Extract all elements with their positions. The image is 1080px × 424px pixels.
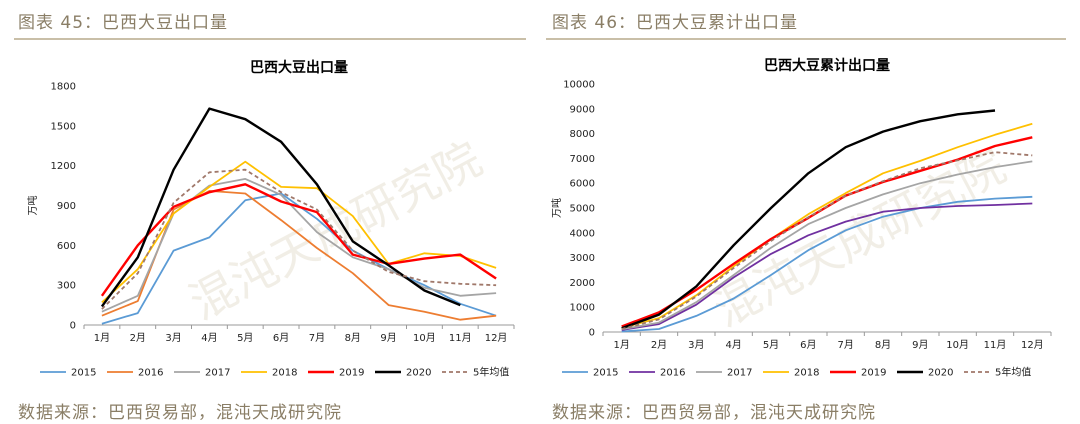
- chart-title: 巴西大豆累计出口量: [764, 57, 890, 74]
- x-tick-label: 12月: [1021, 339, 1044, 351]
- y-tick-label: 10000: [563, 80, 595, 91]
- y-axis-label: 万吨: [26, 196, 39, 216]
- right-chart-panel: 混沌天成研究院 巴西大豆累计出口量万吨 0 1000 2000 3000 4000 5000 6…: [546, 42, 1066, 392]
- left-chart-panel: 混沌天成研究院 巴西大豆出口量 万吨 0 300 600 900 1200 1500 1800 1月…: [14, 42, 526, 392]
- y-tick-label: 6000: [570, 179, 595, 190]
- x-tick-label: 12月: [485, 332, 508, 344]
- watermark-text: 混沌天成研究院: [704, 138, 1014, 337]
- y-tick-label: 7000: [570, 154, 595, 165]
- x-tick-label: 11月: [449, 332, 472, 344]
- y-tick-label: 900: [57, 201, 76, 212]
- series-line-2020: [100, 107, 461, 308]
- y-tick-label: 3000: [570, 253, 595, 264]
- left-figure-title: 图表 45：巴西大豆出口量: [18, 13, 229, 33]
- y-tick-label: 2000: [570, 278, 595, 289]
- chart-title: 巴西大豆出口量: [250, 59, 348, 76]
- legend-label: 2020: [406, 368, 431, 379]
- y-tick-label: 1500: [51, 121, 76, 132]
- x-tick-label: 6月: [273, 332, 289, 344]
- series-line-2015: [621, 195, 1033, 333]
- series-line-5年均值: [101, 168, 497, 310]
- x-tick-label: 1月: [613, 339, 629, 351]
- y-tick-label: 0: [70, 321, 76, 332]
- y-tick-label: 5000: [570, 204, 595, 215]
- x-tick-label: 4月: [201, 332, 217, 344]
- legend-label: 2018: [272, 368, 297, 379]
- x-tick-label: 2月: [130, 332, 146, 344]
- left-source: 数据来源：巴西贸易部，混沌天成研究院: [18, 403, 342, 423]
- legend-label: 2015: [593, 368, 618, 379]
- right-figure-title: 图表 46：巴西大豆累计出口量: [552, 13, 799, 33]
- y-tick-label: 1200: [51, 161, 76, 172]
- series-line-2016: [101, 189, 497, 321]
- series-line-2017: [101, 177, 497, 313]
- x-tick-label: 9月: [380, 332, 396, 344]
- y-tick-label: 0: [589, 328, 595, 339]
- legend-label: 2017: [205, 368, 230, 379]
- x-tick-label: 4月: [725, 339, 741, 351]
- y-tick-label: 600: [57, 241, 76, 252]
- x-tick-label: 10月: [413, 332, 436, 344]
- x-tick-label: 1月: [94, 332, 110, 344]
- x-tick-label: 7月: [837, 339, 853, 351]
- y-tick-label: 8000: [570, 129, 595, 140]
- right-source: 数据来源：巴西贸易部，混沌天成研究院: [552, 403, 876, 423]
- x-tick-label: 7月: [309, 332, 325, 344]
- series-line-2017: [621, 160, 1033, 331]
- series-line-2018: [621, 122, 1033, 329]
- x-tick-label: 8月: [345, 332, 361, 344]
- y-tick-label: 1800: [51, 82, 76, 93]
- y-tick-label: 300: [57, 281, 76, 292]
- legend-label: 2016: [660, 368, 685, 379]
- legend-label: 2015: [71, 368, 96, 379]
- legend-label: 5年均值: [995, 366, 1031, 379]
- legend-label: 2017: [727, 368, 752, 379]
- x-tick-label: 2月: [651, 339, 667, 351]
- y-tick-label: 4000: [570, 228, 595, 239]
- y-axis-label: 万吨: [550, 198, 563, 218]
- x-tick-label: 8月: [875, 339, 891, 351]
- legend-label: 5年均值: [473, 366, 509, 379]
- series-line-2016: [621, 202, 1033, 331]
- legend-label: 2018: [794, 368, 819, 379]
- x-tick-label: 5月: [237, 332, 253, 344]
- left-chart: 混沌天成研究院巴西大豆出口量万吨03006009001200150018001月…: [26, 59, 515, 379]
- y-tick-label: 9000: [570, 104, 595, 115]
- series-line-5年均值: [621, 151, 1033, 330]
- legend-label: 2020: [928, 368, 953, 379]
- legend-label: 2016: [138, 368, 163, 379]
- x-tick-label: 11月: [984, 339, 1007, 351]
- series-line-2020: [621, 109, 996, 330]
- legend-label: 2019: [861, 368, 886, 379]
- y-tick-label: 1000: [570, 303, 595, 314]
- right-title-rule: [546, 38, 1066, 40]
- series-line-2018: [101, 160, 497, 304]
- x-tick-label: 3月: [165, 332, 181, 344]
- x-tick-label: 3月: [688, 339, 704, 351]
- x-tick-label: 10月: [946, 339, 969, 351]
- series-line-2019: [100, 183, 497, 297]
- x-tick-label: 5月: [763, 339, 779, 351]
- left-title-rule: [14, 38, 526, 40]
- x-tick-label: 9月: [912, 339, 928, 351]
- x-tick-label: 6月: [800, 339, 816, 351]
- legend-label: 2019: [339, 368, 364, 379]
